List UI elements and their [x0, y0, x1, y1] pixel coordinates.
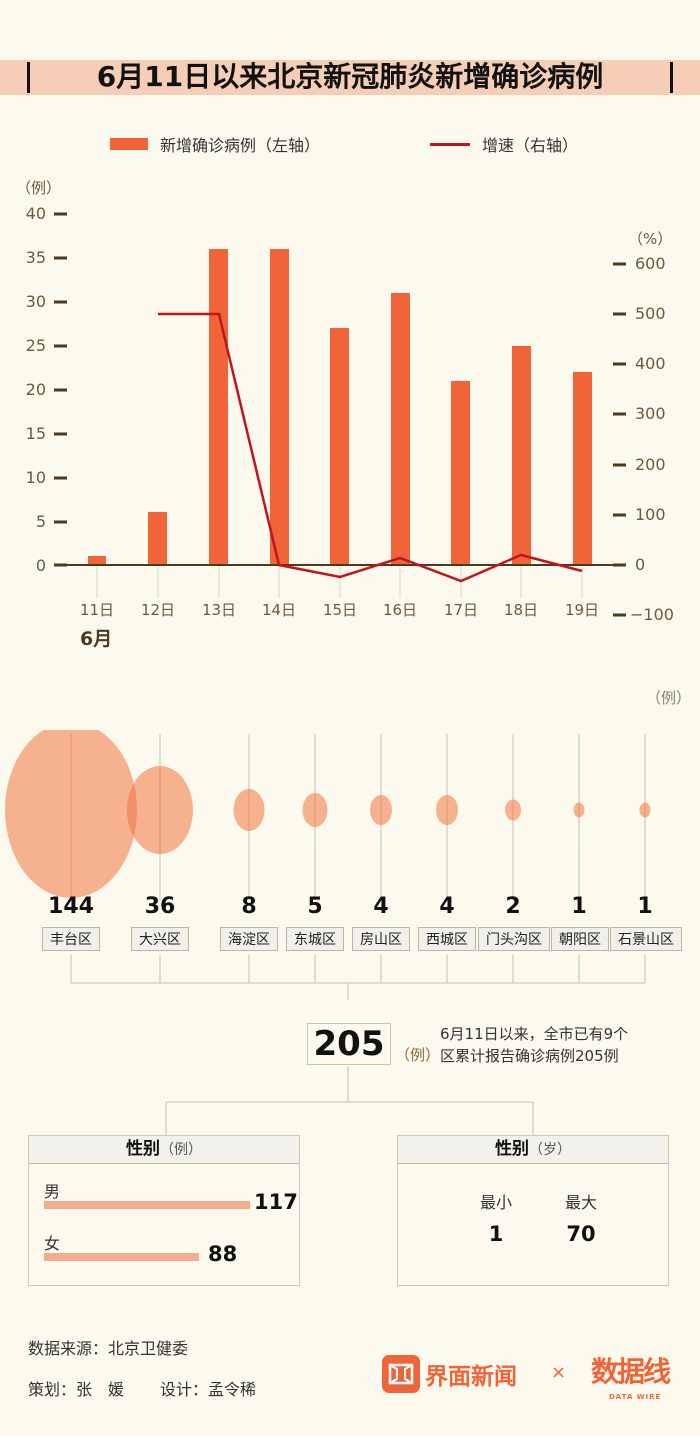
- district-value: 1: [637, 894, 653, 919]
- female-label: 女: [44, 1234, 61, 1253]
- x-tick: 16日: [382, 601, 418, 619]
- x-tick: 18日: [503, 601, 539, 619]
- bars: [88, 249, 592, 565]
- age-max-value: 70: [566, 1222, 596, 1246]
- district-value: 2: [505, 894, 521, 919]
- x-tick: 12日: [140, 601, 176, 619]
- x-tick: 15日: [322, 601, 358, 619]
- x-tick: 13日: [201, 601, 237, 619]
- left-tick: 35: [25, 248, 46, 267]
- month-label: 6月: [80, 628, 113, 650]
- legend-bar: 新增确诊病例（左轴）: [110, 132, 320, 156]
- x-tick: 17日: [443, 601, 479, 619]
- line-swatch-icon: [430, 142, 470, 146]
- district-label: 房山区: [352, 927, 410, 951]
- panel-connector: [165, 1066, 534, 1136]
- age-panel-unit: （岁）: [529, 1142, 571, 1158]
- male-value: 117: [254, 1190, 298, 1214]
- district-label: 朝阳区: [551, 927, 609, 951]
- right-tick: 300: [635, 404, 666, 423]
- gender-panel-title: 性别: [126, 1139, 160, 1159]
- page-title: 6月11日以来北京新冠肺炎新增确诊病例: [96, 60, 604, 93]
- age-max-label: 最大: [564, 1193, 597, 1212]
- age-panel: 性别（岁） 最小 最大 1 70: [397, 1135, 669, 1286]
- title-bar-right: [670, 62, 673, 93]
- district-bubble-chart: [5, 730, 651, 1000]
- data-wire-sub: DATA WIRE: [609, 1393, 662, 1401]
- district-label: 东城区: [286, 927, 344, 951]
- right-tick: 500: [635, 304, 666, 323]
- right-tick: 600: [635, 254, 666, 273]
- district-label: 石景山区: [610, 927, 682, 951]
- gender-panel-unit: （例）: [160, 1142, 202, 1158]
- total-unit: （例）: [395, 1046, 441, 1064]
- right-tick: 400: [635, 354, 666, 373]
- tick-marks: [54, 212, 626, 617]
- district-value: 5: [307, 894, 323, 919]
- legend-line: 增速（右轴）: [430, 132, 578, 156]
- times-sign: ×: [551, 1362, 567, 1383]
- left-tick: 15: [25, 424, 46, 443]
- total-note-line2: 区累计报告确诊病例205例: [440, 1047, 619, 1065]
- brand-name: 界面新闻: [425, 1364, 517, 1390]
- district-value: 1: [571, 894, 587, 919]
- right-tick: −100: [630, 605, 674, 624]
- data-source: 数据来源：北京卫健委: [28, 1339, 189, 1358]
- district-label: 丰台区: [42, 927, 100, 951]
- gender-panel: 性别（例） 男 117 女 88: [28, 1135, 300, 1286]
- bar-swatch-icon: [110, 138, 148, 150]
- male-label: 男: [44, 1182, 61, 1201]
- title-band: [0, 60, 700, 95]
- right-tick: 0: [635, 555, 646, 574]
- left-tick: 0: [35, 556, 46, 575]
- district-value: 36: [144, 894, 176, 919]
- x-tick: 14日: [261, 601, 297, 619]
- x-gridlines: [96, 566, 583, 598]
- age-min-value: 1: [488, 1222, 504, 1246]
- district-label: 海淀区: [220, 927, 278, 951]
- bracket-lines: [70, 955, 646, 1000]
- left-tick: 40: [25, 204, 46, 223]
- credits-plan: 策划：张 媛: [28, 1380, 125, 1399]
- bubbles: [5, 730, 651, 898]
- left-tick: 30: [25, 292, 46, 311]
- gender-panel-header: 性别（例）: [29, 1136, 299, 1164]
- jiemian-logo-icon: [382, 1355, 420, 1393]
- left-tick: 25: [25, 336, 46, 355]
- age-panel-title: 性别: [495, 1139, 529, 1159]
- district-label: 门头沟区: [478, 927, 550, 951]
- x-tick: 19日: [564, 601, 600, 619]
- left-tick: 20: [25, 380, 46, 399]
- data-wire-logo: 数据线: [591, 1355, 671, 1388]
- district-label: 西城区: [418, 927, 476, 951]
- left-axis-unit: （例）: [16, 179, 62, 197]
- male-bar: [44, 1201, 250, 1209]
- credits-design: 设计：孟令稀: [160, 1380, 257, 1399]
- total-value: 205: [307, 1023, 391, 1065]
- district-value: 4: [373, 894, 389, 919]
- legend-line-label: 增速（右轴）: [482, 136, 579, 155]
- total-note: 6月11日以来，全市已有9个 区累计报告确诊病例205例: [440, 1023, 680, 1067]
- district-label: 大兴区: [131, 927, 189, 951]
- district-value: 4: [439, 894, 455, 919]
- age-panel-header: 性别（岁）: [398, 1136, 668, 1164]
- district-unit: （例）: [646, 689, 692, 707]
- combo-chart: [54, 212, 626, 617]
- district-value: 144: [48, 894, 94, 919]
- left-tick: 10: [25, 468, 46, 487]
- left-tick: 5: [35, 512, 46, 531]
- total-note-line1: 6月11日以来，全市已有9个: [440, 1025, 629, 1043]
- age-min-label: 最小: [479, 1193, 512, 1212]
- district-value: 8: [241, 894, 257, 919]
- growth-line: [158, 312, 583, 583]
- legend-bar-label: 新增确诊病例（左轴）: [160, 136, 321, 155]
- x-tick: 11日: [79, 601, 115, 619]
- right-axis-unit: （%）: [628, 230, 673, 248]
- female-value: 88: [208, 1242, 238, 1266]
- female-bar: [44, 1253, 199, 1261]
- title-bar-left: [27, 62, 30, 93]
- right-tick: 100: [635, 505, 666, 524]
- right-tick: 200: [635, 455, 666, 474]
